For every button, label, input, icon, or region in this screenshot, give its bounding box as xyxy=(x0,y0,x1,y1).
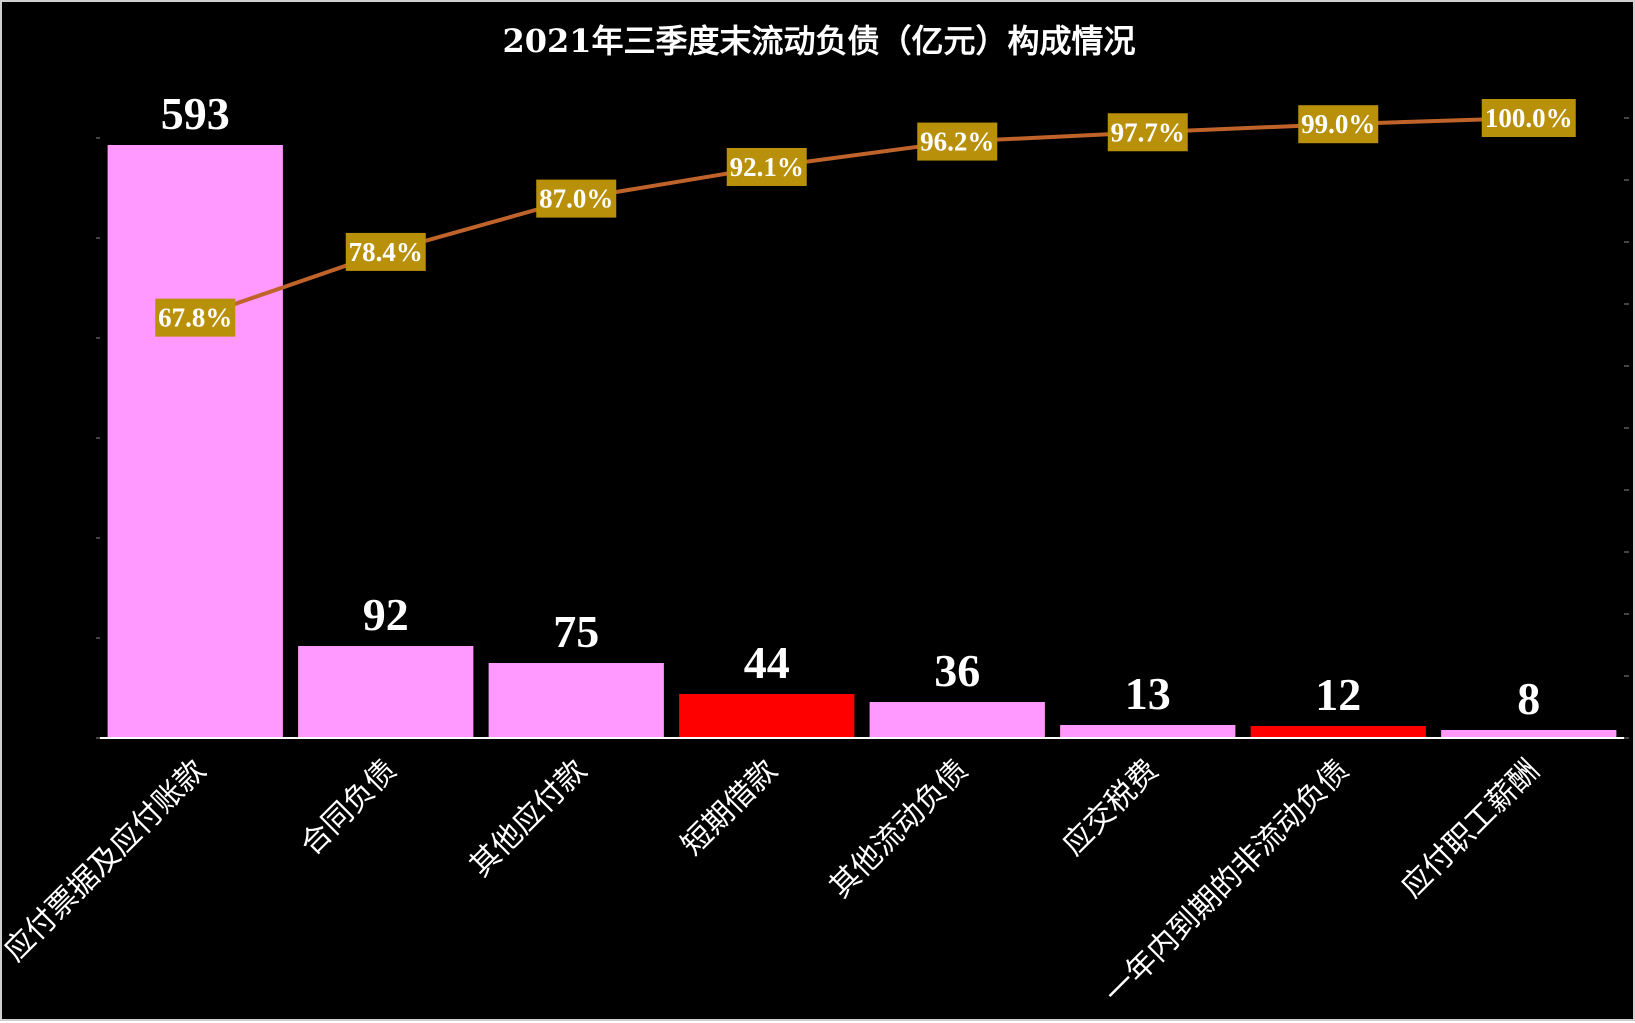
chart-title: 2021年三季度末流动负债（亿元）构成情况 xyxy=(502,22,1135,60)
bar xyxy=(869,702,1045,738)
bar-value-label: 92 xyxy=(363,589,409,640)
bar-value-label: 13 xyxy=(1125,668,1171,719)
bar xyxy=(1060,725,1236,738)
cumulative-percent-label: 67.8% xyxy=(158,303,232,333)
cumulative-label-box xyxy=(726,147,807,186)
bar-value-label: 8 xyxy=(1517,673,1540,724)
bar-value-label: 36 xyxy=(934,645,980,696)
bar-series xyxy=(107,145,1617,738)
cumulative-label-box xyxy=(1298,105,1379,144)
bar-value-label: 12 xyxy=(1315,669,1361,720)
cumulative-label-box xyxy=(1107,113,1188,152)
category-labels: 应付票据及应付账款 合同负债 其他应付款 短期借款 其他流动负债 应交税费一年内到期的非流… xyxy=(2,753,1546,1011)
cumulative-line xyxy=(194,116,1529,320)
cumulative-percent-label: 97.7% xyxy=(1111,117,1185,147)
cumulative-label-box xyxy=(1481,99,1576,137)
cumulative-percent-label: 87.0% xyxy=(539,184,613,214)
bar xyxy=(1250,726,1426,738)
bar-value-label: 44 xyxy=(744,637,790,688)
left-axis-ticks xyxy=(96,137,100,739)
bar-value-label: 593 xyxy=(161,88,230,139)
category-label: 其他流动负债 xyxy=(823,753,975,905)
right-axis-ticks xyxy=(1624,117,1629,739)
cumulative-label-box xyxy=(155,298,236,337)
bar xyxy=(107,145,283,738)
category-label: 应交税费 xyxy=(1056,753,1166,863)
bar xyxy=(488,663,664,738)
bar-value-label: 75 xyxy=(553,606,599,657)
cumulative-percent-label: 78.4% xyxy=(349,237,423,267)
category-label: 其他应付款 xyxy=(463,753,594,884)
cumulative-label-box xyxy=(536,179,617,218)
category-label: 短期借款 xyxy=(675,753,785,863)
cumulative-line-series xyxy=(194,116,1529,320)
bar xyxy=(298,646,474,738)
cumulative-percent-label: 92.1% xyxy=(730,152,804,182)
cumulative-percent-label: 100.0% xyxy=(1485,103,1573,133)
cumulative-percent-label: 99.0% xyxy=(1301,109,1375,139)
bar xyxy=(1441,730,1617,738)
cumulative-percent-labels: 67.8% 78.4% 87.0% 92.1% 96.2% 97.7% 99.0% 100.0… xyxy=(155,99,1576,337)
category-label: 应付票据及应付账款 xyxy=(2,753,213,969)
bar-value-labels: 593 92 75 44 36 13 12 8 xyxy=(161,88,1541,724)
category-label: 合同负债 xyxy=(294,753,404,863)
cumulative-label-box xyxy=(917,122,998,161)
cumulative-percent-label: 96.2% xyxy=(920,127,994,157)
bar xyxy=(679,694,855,738)
cumulative-label-box xyxy=(345,232,426,271)
category-label: 应付职工薪酬 xyxy=(1394,753,1546,905)
